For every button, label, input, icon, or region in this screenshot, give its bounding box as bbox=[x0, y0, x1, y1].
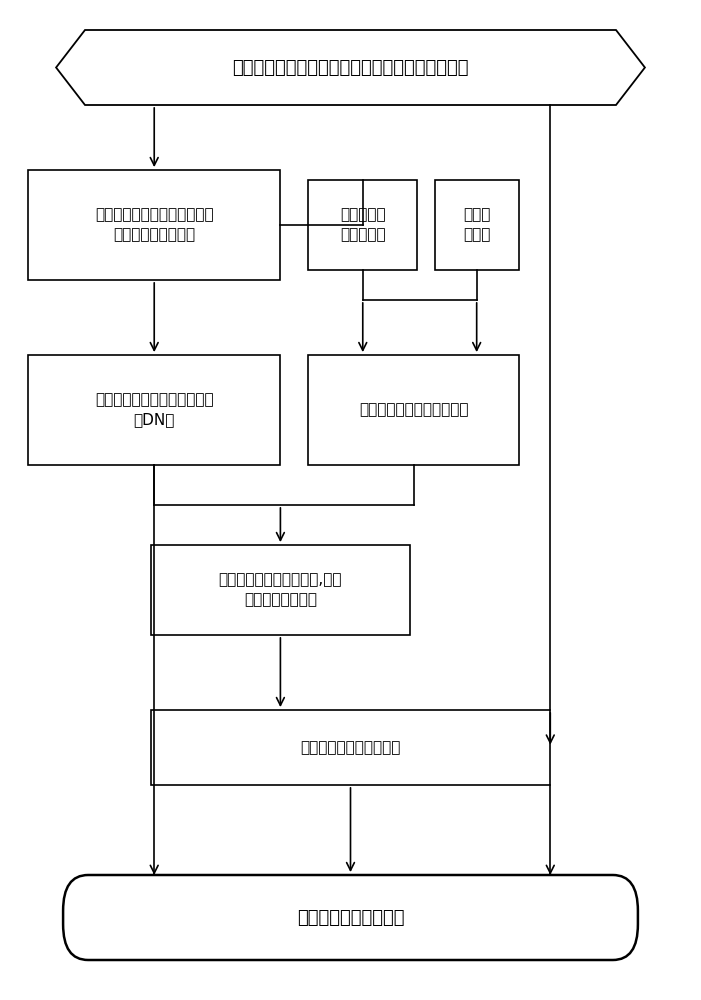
FancyBboxPatch shape bbox=[63, 875, 638, 960]
FancyBboxPatch shape bbox=[308, 355, 519, 465]
Text: 计算目标卫星的辐射亮度: 计算目标卫星的辐射亮度 bbox=[300, 740, 401, 755]
FancyBboxPatch shape bbox=[28, 355, 280, 465]
FancyBboxPatch shape bbox=[435, 180, 519, 270]
FancyBboxPatch shape bbox=[28, 170, 280, 280]
Text: 提取交叉定标区域两卫星的数
字DN值: 提取交叉定标区域两卫星的数 字DN值 bbox=[95, 393, 214, 427]
Text: 绝对辐射定标系数计算: 绝对辐射定标系数计算 bbox=[297, 908, 404, 926]
Text: 通过多方面限制确定交叉定标载荷和交叉定标区域: 通过多方面限制确定交叉定标载荷和交叉定标区域 bbox=[232, 58, 469, 77]
Text: 两卫星的光
谱响应函数: 两卫星的光 谱响应函数 bbox=[340, 208, 386, 242]
Polygon shape bbox=[56, 30, 645, 105]
FancyBboxPatch shape bbox=[151, 545, 410, 635]
FancyBboxPatch shape bbox=[151, 710, 550, 785]
Text: 计算两载荷的光谱匹配因子: 计算两载荷的光谱匹配因子 bbox=[359, 402, 468, 417]
Text: 辐射传
输模型: 辐射传 输模型 bbox=[463, 208, 491, 242]
FancyBboxPatch shape bbox=[308, 180, 417, 270]
Text: 两卫星过交叉定标区域的图像
信息及几何观测参数: 两卫星过交叉定标区域的图像 信息及几何观测参数 bbox=[95, 208, 214, 242]
Text: 利用参考卫星的定标系数,得到
参考卫星的辐亮度: 利用参考卫星的定标系数,得到 参考卫星的辐亮度 bbox=[219, 573, 342, 607]
